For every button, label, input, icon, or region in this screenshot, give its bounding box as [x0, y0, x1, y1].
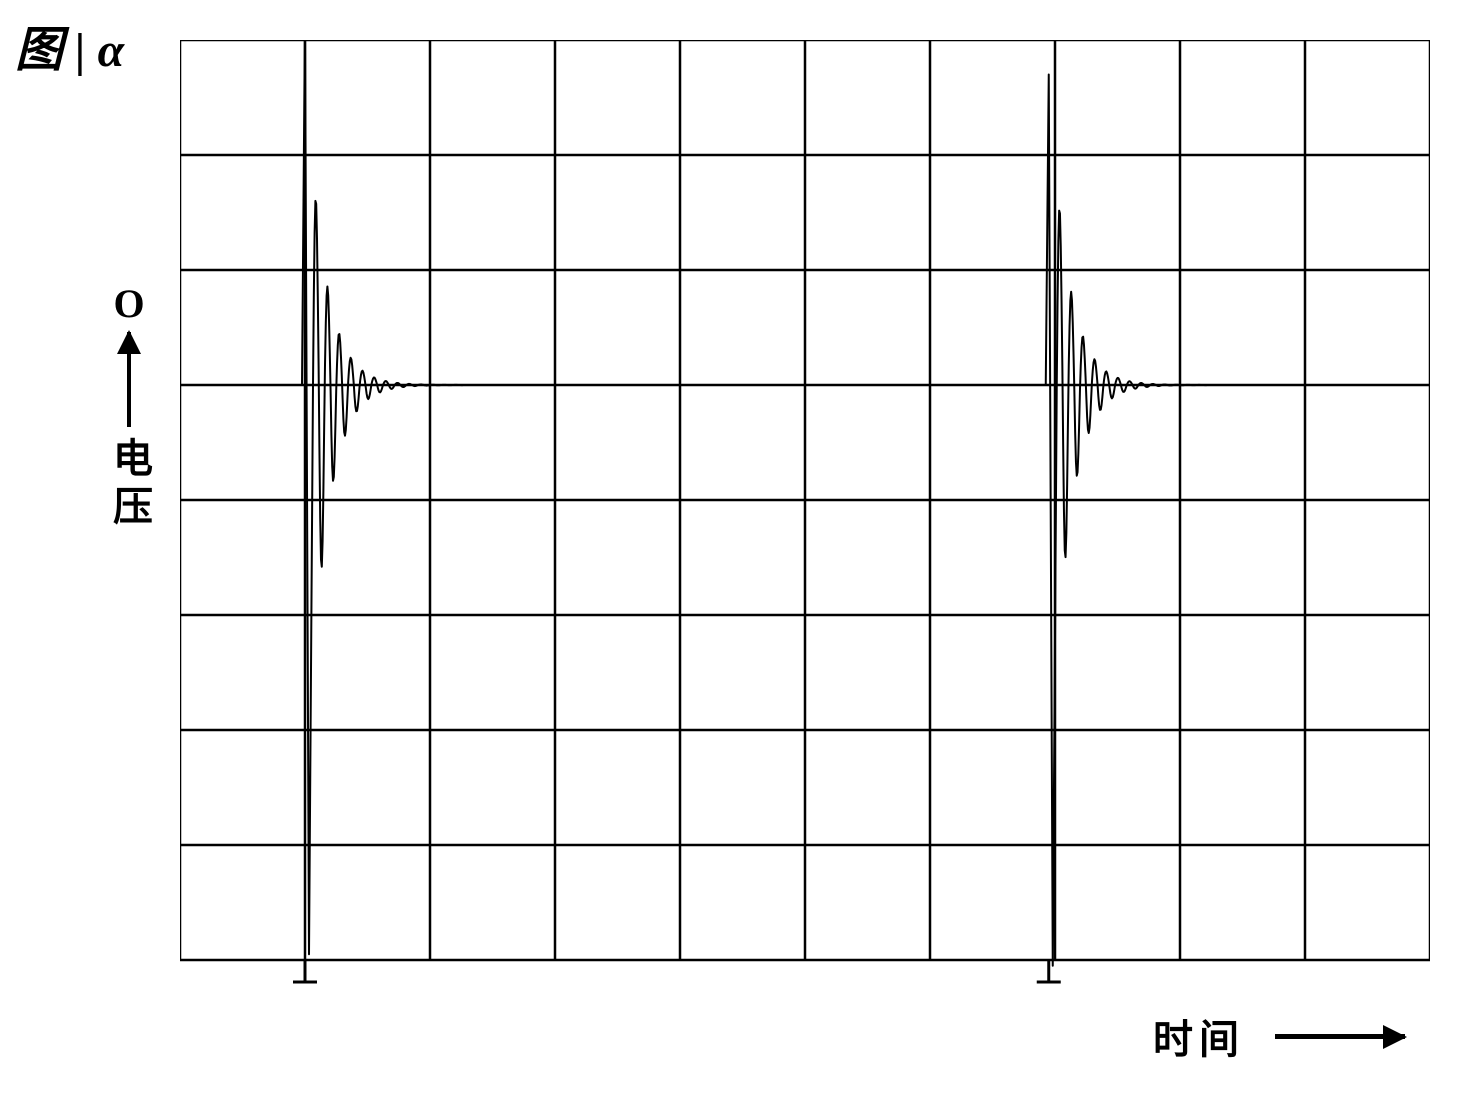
x-axis-label: 时间: [1153, 1007, 1245, 1065]
y-axis-label: 电压: [100, 437, 158, 533]
y-axis-label-group: O 电压: [100, 280, 158, 533]
y-axis-zero-label: O: [113, 280, 144, 327]
x-axis-arrow: [1275, 1034, 1405, 1039]
oscilloscope-chart: [180, 40, 1430, 960]
chart-svg: [180, 40, 1430, 1000]
figure-label: 图 | α: [15, 10, 124, 80]
y-axis-arrow: [127, 332, 131, 427]
x-axis-label-group: 时间: [1153, 1007, 1405, 1065]
